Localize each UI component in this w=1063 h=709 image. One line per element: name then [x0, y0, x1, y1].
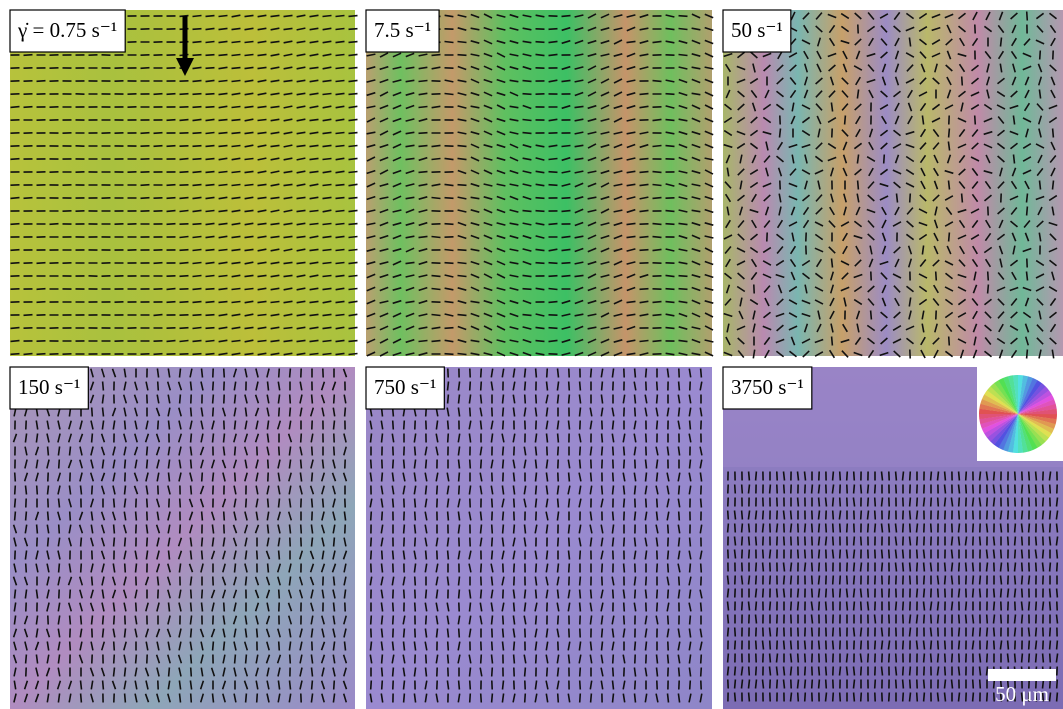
panel-label: 150 s⁻¹ [18, 375, 80, 399]
panel-label: 3750 s⁻¹ [731, 375, 804, 399]
panel: 7.5 s⁻¹ [366, 10, 713, 356]
panel-image [366, 10, 712, 356]
scale-bar: 50 μm [988, 669, 1056, 706]
panel: 750 s⁻¹ [366, 367, 712, 709]
panel-label: 750 s⁻¹ [374, 375, 436, 399]
panel-image [366, 367, 712, 709]
panel-label: γ̇ = 0.75 s⁻¹ [17, 18, 117, 42]
scale-bar-label: 50 μm [995, 682, 1049, 706]
panels: γ̇ = 0.75 s⁻¹ 7.5 s⁻¹ 50 s⁻¹ 150 s⁻¹ 750 s⁻¹… [10, 10, 1063, 709]
scale-bar-line [988, 669, 1056, 681]
panel-label: 50 s⁻¹ [731, 18, 783, 42]
panel: 50 s⁻¹ [723, 10, 1063, 359]
panel-label: 7.5 s⁻¹ [374, 18, 431, 42]
panel-image [10, 367, 355, 709]
color-wheel [977, 367, 1063, 461]
figure: γ̇ = 0.75 s⁻¹ 7.5 s⁻¹ 50 s⁻¹ 150 s⁻¹ 750 s⁻¹… [0, 0, 1063, 709]
panel: 150 s⁻¹ [10, 367, 355, 709]
